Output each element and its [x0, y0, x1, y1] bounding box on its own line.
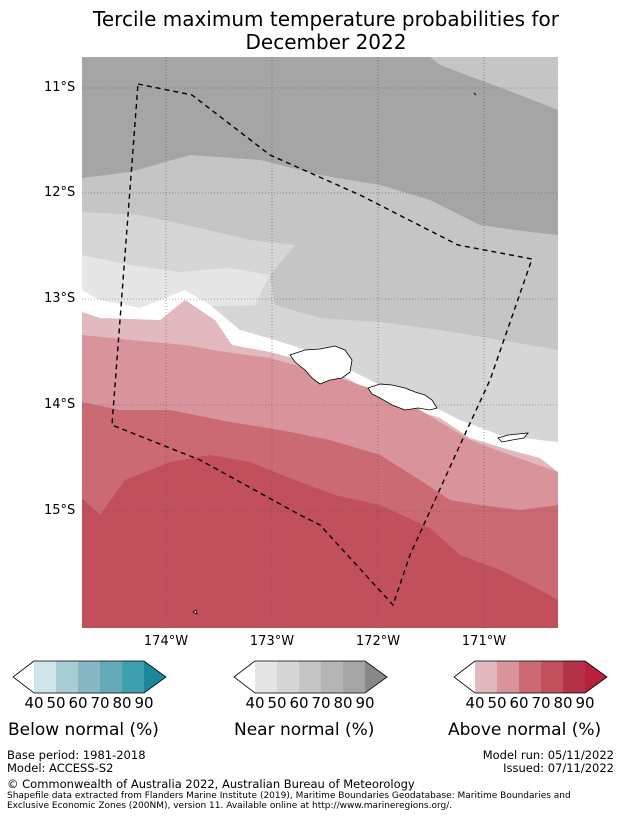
- cbar-tick: 60: [68, 694, 88, 712]
- below-extend-low: [13, 661, 34, 693]
- cbar-tick: 90: [355, 694, 375, 712]
- colorbar-near-swatches: [233, 660, 388, 694]
- gridlines: [82, 57, 558, 628]
- cbar-tick: 70: [531, 694, 551, 712]
- below-swatch-1: [34, 661, 56, 693]
- lon-label-172w: 172°W: [355, 634, 401, 649]
- near-swatch-2: [277, 661, 299, 693]
- cbar-tick: 60: [289, 694, 309, 712]
- above-swatch-3: [519, 661, 541, 693]
- lat-label-13s: 13°S: [44, 291, 76, 306]
- colorbar-above-swatches: [453, 660, 608, 694]
- lat-label-11s: 11°S: [44, 80, 76, 95]
- cbar-tick: 80: [333, 694, 353, 712]
- cbar-tick: 90: [134, 694, 154, 712]
- near-swatch-3: [299, 661, 321, 693]
- band-above-70: [82, 455, 558, 628]
- attribution: Shapefile data extracted from Flanders M…: [7, 791, 571, 811]
- lat-label-12s: 12°S: [44, 185, 76, 200]
- cbar-tick: 40: [24, 694, 44, 712]
- cbar-tick: 50: [46, 694, 66, 712]
- cbar-tick: 80: [112, 694, 132, 712]
- title-line-2: December 2022: [245, 30, 407, 54]
- cbar-tick: 40: [245, 694, 265, 712]
- island-small: [192, 609, 198, 615]
- island-upolu: [367, 383, 438, 411]
- above-extend-low: [454, 661, 475, 693]
- near-extend-low: [234, 661, 255, 693]
- base-period: Base period: 1981-2018: [7, 748, 146, 762]
- below-swatch-3: [78, 661, 100, 693]
- lat-label-15s: 15°S: [44, 503, 76, 518]
- near-swatch-5: [343, 661, 365, 693]
- colorbar-below-normal: [12, 660, 170, 694]
- near-outline: [233, 660, 388, 694]
- model-run-date: Model run: 05/11/2022: [482, 748, 614, 762]
- map-title: Tercile maximum temperature probabilitie…: [0, 8, 621, 54]
- above-swatch-2: [497, 661, 519, 693]
- cbar-tick: 90: [575, 694, 595, 712]
- colorbar-near-normal: [233, 660, 391, 694]
- band-near-60-topright: [430, 57, 558, 110]
- cbar-tick: 80: [553, 694, 573, 712]
- cbar-tick: 70: [90, 694, 110, 712]
- below-swatch-4: [100, 661, 122, 693]
- probability-map: [82, 57, 558, 628]
- near-swatch-4: [321, 661, 343, 693]
- above-swatch-5: [563, 661, 585, 693]
- title-line-1: Tercile maximum temperature probabilitie…: [93, 7, 559, 31]
- near-extend-high: [365, 661, 387, 693]
- lon-label-171w: 171°W: [461, 634, 507, 649]
- below-extend-high: [144, 661, 166, 693]
- cbar-tick: 70: [311, 694, 331, 712]
- above-swatch-4: [541, 661, 563, 693]
- below-swatch-5: [122, 661, 144, 693]
- above-outline: [453, 660, 608, 694]
- lon-label-173w: 173°W: [249, 634, 295, 649]
- below-outline: [12, 660, 167, 694]
- below-swatch-2: [56, 661, 78, 693]
- model-name: Model: ACCESS-S2: [7, 761, 114, 775]
- above-extend-high: [585, 661, 607, 693]
- colorbar-below-label: Below normal (%): [8, 720, 159, 740]
- island-rose: [473, 92, 477, 96]
- band-near-40: [82, 255, 270, 310]
- colorbar-above-label: Above normal (%): [448, 720, 602, 740]
- above-swatch-1: [475, 661, 497, 693]
- island-tutuila: [497, 432, 529, 443]
- lat-label-14s: 14°S: [44, 397, 76, 412]
- cbar-tick: 50: [267, 694, 287, 712]
- copyright: © Commonwealth of Australia 2022, Austra…: [7, 777, 415, 791]
- lon-label-174w: 174°W: [143, 634, 189, 649]
- eez-boundary: [111, 83, 533, 607]
- colorbar-near-label: Near normal (%): [234, 720, 375, 740]
- cbar-tick: 50: [487, 694, 507, 712]
- cbar-tick: 40: [465, 694, 485, 712]
- issued-date: Issued: 07/11/2022: [503, 761, 614, 775]
- colorbar-below-swatches: [12, 660, 167, 694]
- cbar-tick: 60: [509, 694, 529, 712]
- colorbar-above-normal: [453, 660, 611, 694]
- near-swatch-1: [255, 661, 277, 693]
- island-savaii: [289, 345, 353, 385]
